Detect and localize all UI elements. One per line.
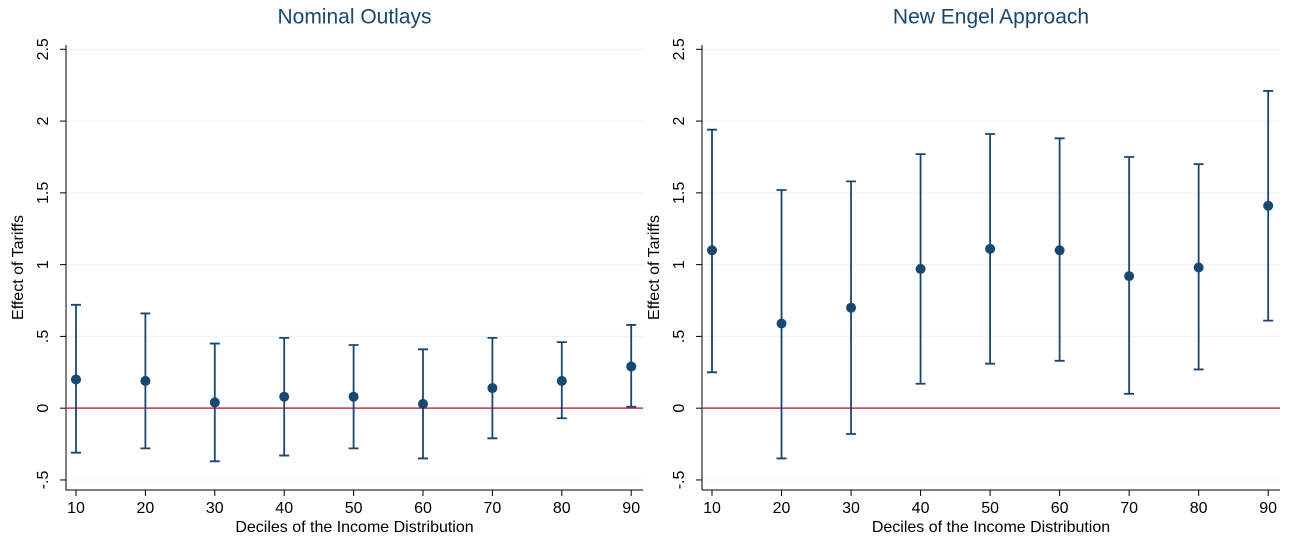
y-tick-label: .5 (671, 330, 688, 343)
point (348, 391, 359, 402)
y-tick-label: 1 (671, 260, 688, 269)
point (776, 318, 787, 329)
point (556, 375, 567, 386)
point (279, 391, 290, 402)
x-axis-label: Deciles of the Income Distribution (235, 519, 473, 536)
point (1124, 271, 1135, 282)
y-tick-label: 2 (35, 117, 52, 126)
point (985, 243, 996, 254)
x-tick-label: 50 (345, 500, 363, 517)
x-tick-label: 10 (703, 500, 721, 517)
point (626, 361, 637, 372)
y-tick-label: -.5 (671, 471, 688, 490)
y-tick-label: 1.5 (671, 182, 688, 204)
y-tick-label: 0 (671, 404, 688, 413)
x-tick-label: 50 (981, 500, 999, 517)
x-tick-label: 70 (1120, 500, 1138, 517)
point (1193, 262, 1204, 273)
y-tick-label: 2.5 (671, 38, 688, 60)
point (140, 375, 151, 386)
point (487, 383, 498, 394)
point (1054, 245, 1065, 256)
x-tick-label: 80 (553, 500, 571, 517)
x-tick-label: 90 (1259, 500, 1277, 517)
x-tick-label: 60 (1051, 500, 1069, 517)
x-tick-label: 10 (67, 500, 85, 517)
x-tick-label: 90 (622, 500, 640, 517)
y-tick-label: .5 (35, 330, 52, 343)
x-tick-label: 60 (414, 500, 432, 517)
point (417, 398, 428, 409)
x-tick-label: 70 (484, 500, 502, 517)
x-tick-label: 30 (842, 500, 860, 517)
x-tick-label: 80 (1190, 500, 1208, 517)
chart-title: New Engel Approach (893, 6, 1089, 29)
x-tick-label: 30 (206, 500, 224, 517)
y-tick-label: 2 (671, 117, 688, 126)
x-tick-label: 20 (773, 500, 791, 517)
y-axis-label: Effect of Tariffs (10, 215, 27, 320)
y-tick-label: 1.5 (35, 182, 52, 204)
x-tick-label: 40 (912, 500, 930, 517)
x-tick-label: 40 (275, 500, 293, 517)
chart-title: Nominal Outlays (277, 6, 431, 29)
y-tick-label: -.5 (35, 471, 52, 490)
y-tick-label: 1 (35, 260, 52, 269)
y-tick-label: 0 (35, 404, 52, 413)
y-tick-label: 2.5 (35, 38, 52, 60)
point (1263, 200, 1274, 211)
x-axis-label: Deciles of the Income Distribution (872, 519, 1110, 536)
point (209, 397, 220, 408)
point (707, 245, 718, 256)
y-axis-label: Effect of Tariffs (646, 215, 663, 320)
point (70, 374, 81, 385)
point (915, 263, 926, 274)
point (846, 302, 857, 313)
x-tick-label: 20 (136, 500, 154, 517)
